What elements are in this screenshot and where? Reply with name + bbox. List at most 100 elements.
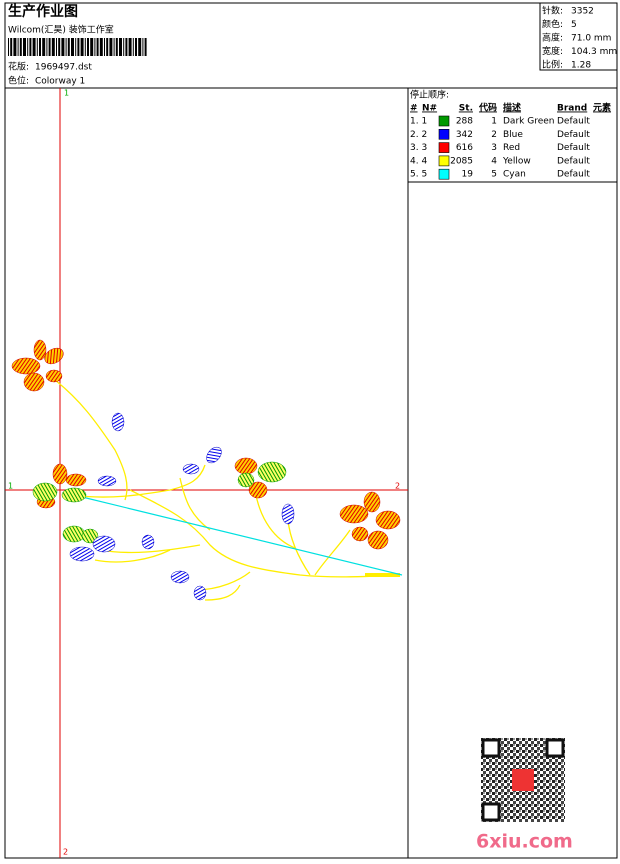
barcode-bar — [115, 38, 118, 56]
row-brand: Default — [557, 170, 590, 180]
color-swatch — [438, 168, 450, 180]
row-description: Yellow — [502, 156, 531, 166]
row-stitches: 616 — [456, 143, 473, 153]
barcode-bar — [61, 38, 65, 56]
row-seq: 5. 5 — [410, 170, 427, 180]
barcode-bar — [48, 38, 51, 56]
row-stitches: 19 — [462, 170, 474, 180]
flowers — [11, 339, 401, 601]
info-label: 高度: — [542, 32, 563, 44]
embroidery-design — [54, 379, 401, 601]
info-value: 3352 — [571, 7, 594, 17]
barcode — [8, 38, 147, 56]
barcode-bar — [125, 38, 128, 56]
column-header: N# — [422, 104, 437, 114]
info-value: 1.28 — [571, 61, 591, 71]
row-code: 2 — [491, 130, 497, 140]
outer-border — [4, 2, 618, 859]
row-seq: 3. 3 — [410, 143, 427, 153]
barcode-bar — [8, 38, 9, 56]
barcode-bar — [87, 38, 89, 56]
info-label: 宽度: — [542, 45, 563, 57]
stop-table: # N# St. 代码 描述 Brand 元素1. 1 288 1 Dark Green Defau… — [410, 102, 611, 180]
barcode-bar — [27, 38, 29, 56]
row-description: Dark Green — [503, 117, 554, 127]
barcode-bar — [123, 38, 125, 56]
barcode-bar — [36, 38, 38, 56]
row-stitches: 342 — [456, 130, 473, 140]
row-code: 3 — [491, 143, 497, 153]
barcode-bar — [142, 38, 144, 56]
row-description: Red — [503, 143, 520, 153]
barcode-bar — [56, 38, 57, 56]
watermark: 6xiu.com — [476, 831, 573, 853]
barcode-bar — [42, 38, 46, 56]
title: 生产作业图 — [8, 3, 78, 20]
row-brand: Default — [557, 143, 590, 153]
color-swatch — [438, 129, 450, 140]
column-header: St. — [459, 104, 473, 114]
stop-sequence-title: 停止顺序: — [410, 89, 449, 101]
info-value: 104.3 mm — [571, 47, 617, 57]
barcode-bar — [58, 38, 61, 56]
barcode-bar — [39, 38, 41, 56]
row-stitches: 288 — [456, 117, 473, 127]
row-seq: 4. 4 — [410, 156, 427, 166]
design-file: 1969497.dst — [35, 63, 92, 73]
axis-label: 2 — [395, 482, 400, 491]
row-brand: Default — [557, 156, 590, 166]
row-description: Cyan — [503, 170, 526, 180]
qr-finder — [481, 738, 565, 822]
info-label: 针数: — [542, 5, 563, 17]
barcode-bar — [113, 38, 115, 56]
column-header: 代码 — [478, 102, 497, 114]
column-header: 描述 — [503, 102, 521, 114]
barcode-bar — [13, 38, 17, 56]
row-code: 1 — [491, 117, 497, 127]
info-value: 5 — [571, 20, 577, 30]
row-code: 4 — [491, 156, 497, 166]
barcode-bar — [138, 38, 142, 56]
barcode-bar — [90, 38, 94, 56]
column-header: 元素 — [593, 102, 611, 114]
barcode-bar — [51, 38, 55, 56]
barcode-bar — [104, 38, 105, 56]
barcode-bar — [135, 38, 137, 56]
info-label: 颜色: — [542, 18, 563, 30]
column-header: Brand — [557, 104, 587, 114]
row-brand: Default — [557, 130, 590, 140]
barcode-bar — [67, 38, 70, 56]
barcode-bar — [23, 38, 26, 56]
barcode-bar — [109, 38, 113, 56]
barcode-bar — [84, 38, 86, 56]
barcode-bar — [128, 38, 132, 56]
colorway-label: 色位: — [8, 75, 29, 87]
barcode-bar — [99, 38, 103, 56]
color-swatch — [438, 115, 450, 127]
barcode-bar — [65, 38, 67, 56]
axis-label: 1 — [8, 482, 13, 491]
color-swatch — [438, 142, 450, 153]
axis-label: 2 — [63, 848, 68, 857]
barcode-bar — [94, 38, 96, 56]
barcode-bar — [17, 38, 19, 56]
barcode-bar — [80, 38, 84, 56]
barcode-bar — [77, 38, 80, 56]
row-description: Blue — [503, 130, 523, 140]
row-brand: Default — [557, 117, 590, 127]
barcode-bar — [46, 38, 48, 56]
colorway: Colorway 1 — [35, 77, 85, 87]
barcode-bar — [106, 38, 109, 56]
barcode-bar — [75, 38, 77, 56]
barcode-bar — [10, 38, 13, 56]
info: 针数: 3352 颜色: 5 高度: 71.0 mm 宽度: 104.3 mm 比例: 1.28 — [542, 5, 617, 71]
barcode-bar — [119, 38, 122, 56]
row-stitches: 2085 — [450, 156, 473, 166]
row-seq: 2. 2 — [410, 130, 427, 140]
barcode-bar — [132, 38, 134, 56]
cyan-run — [77, 495, 403, 576]
axis-label: 1 — [64, 89, 69, 98]
info-value: 71.0 mm — [571, 34, 611, 44]
